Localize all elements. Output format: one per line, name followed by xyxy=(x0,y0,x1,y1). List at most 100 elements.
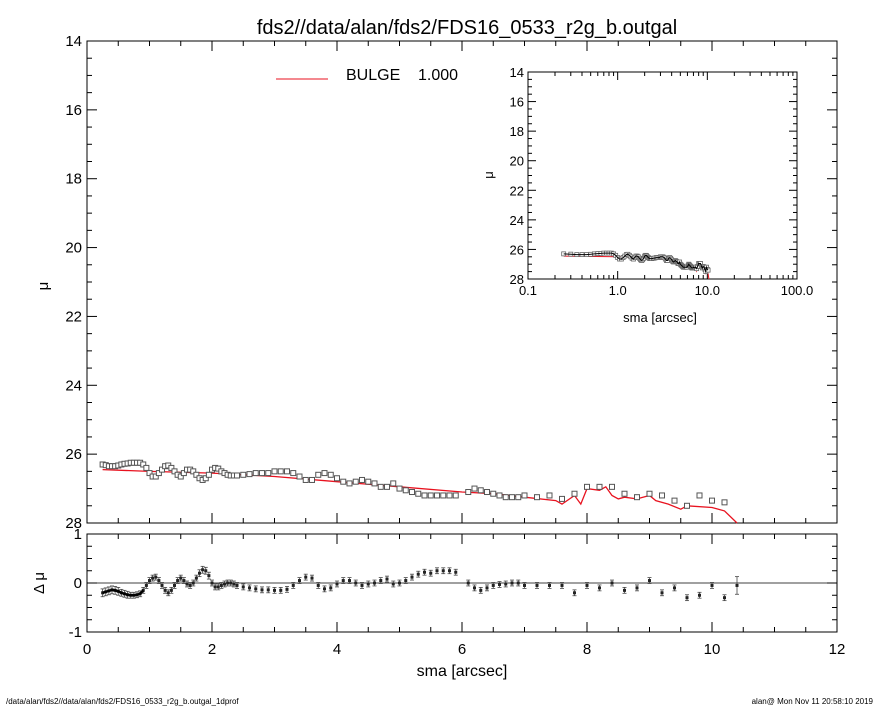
residual-ylabel: Δ μ xyxy=(31,572,48,594)
residual-marker xyxy=(169,588,173,592)
residual-point xyxy=(347,577,352,584)
residual-marker xyxy=(454,570,458,574)
residual-marker xyxy=(660,591,664,595)
legend-label: BULGE xyxy=(346,67,400,84)
data-point xyxy=(271,468,278,475)
residual-point xyxy=(503,580,508,588)
residual-marker xyxy=(485,586,489,590)
inset-data-points xyxy=(561,250,711,275)
residual-point xyxy=(522,582,527,589)
data-point xyxy=(409,489,415,496)
residual-point xyxy=(175,577,180,584)
residual-x-tick-label: 0 xyxy=(83,641,91,658)
residual-point xyxy=(278,587,283,594)
residual-marker xyxy=(398,581,401,585)
data-point xyxy=(584,483,590,490)
residual-point xyxy=(166,589,171,597)
residual-point xyxy=(635,584,639,592)
residual-y-tick-label: 1 xyxy=(74,526,82,543)
data-point xyxy=(146,470,153,477)
residual-point xyxy=(185,580,189,588)
inset-ylabel: μ xyxy=(481,171,496,179)
residual-marker xyxy=(204,569,208,573)
residual-marker xyxy=(176,579,180,583)
residual-point xyxy=(485,584,489,592)
main-y-tick-label: 28 xyxy=(65,515,82,532)
legend-value: 1.000 xyxy=(418,67,458,84)
residual-point xyxy=(516,579,521,587)
data-point xyxy=(471,485,478,492)
residual-point xyxy=(441,567,446,575)
residual-marker xyxy=(201,568,205,572)
residual-marker xyxy=(166,591,170,595)
residual-marker xyxy=(598,586,601,590)
data-point xyxy=(396,485,403,492)
residual-point xyxy=(247,584,252,592)
residual-marker xyxy=(241,585,245,589)
residual-point xyxy=(194,574,199,582)
residual-point xyxy=(231,580,236,588)
residual-marker xyxy=(548,583,551,587)
residual-marker xyxy=(491,583,495,587)
residual-point xyxy=(213,583,218,591)
residual-marker xyxy=(379,579,383,583)
data-point xyxy=(515,494,522,501)
data-point xyxy=(168,464,175,471)
residual-marker xyxy=(535,583,539,587)
residual-marker xyxy=(144,583,148,587)
residual-point xyxy=(410,573,414,581)
main-y-tick-label: 20 xyxy=(65,240,82,257)
data-point xyxy=(352,478,359,485)
residual-marker xyxy=(735,583,739,587)
data-points xyxy=(99,459,728,509)
legend: BULGE 1.000 xyxy=(276,67,458,84)
residual-point xyxy=(219,582,224,589)
residual-marker xyxy=(360,583,364,587)
data-point xyxy=(609,483,615,490)
data-point xyxy=(721,499,728,506)
data-point xyxy=(327,471,334,478)
residual-point xyxy=(535,582,539,589)
data-point xyxy=(621,490,628,497)
data-point xyxy=(452,492,459,499)
data-point xyxy=(296,473,303,480)
residual-point xyxy=(216,583,221,591)
data-point xyxy=(546,492,553,499)
residual-marker xyxy=(285,587,289,591)
residual-marker xyxy=(329,586,333,590)
inset-x-tick-label: 10.0 xyxy=(695,283,720,298)
residual-point xyxy=(266,586,271,594)
residual-point xyxy=(366,580,371,588)
residual-marker xyxy=(198,571,201,575)
residual-marker xyxy=(279,588,283,592)
residual-marker xyxy=(160,583,164,587)
residual-axes: 0 2 4 6 8 10 12-101 xyxy=(69,526,846,658)
main-panel: 14 16 18 20 22 24 26 28 μ BULGE 1.000 xyxy=(35,33,838,532)
data-point xyxy=(509,494,515,501)
residual-point xyxy=(647,577,652,584)
residual-x-tick-label: 4 xyxy=(333,641,341,658)
residual-marker xyxy=(291,583,295,587)
data-point xyxy=(696,492,703,499)
residual-marker xyxy=(710,583,714,587)
residual-y-tick-label: -1 xyxy=(69,624,82,641)
residual-point xyxy=(491,582,496,589)
residual-point xyxy=(353,579,358,587)
residual-marker xyxy=(573,591,576,595)
residual-marker xyxy=(423,570,426,574)
data-point xyxy=(334,475,340,482)
data-point xyxy=(309,476,315,483)
residual-marker xyxy=(479,588,483,592)
residual-point xyxy=(160,582,164,589)
main-ylabel: μ xyxy=(35,282,52,291)
data-point xyxy=(152,473,159,480)
data-point xyxy=(671,497,678,504)
residual-point xyxy=(169,587,174,594)
residual-point xyxy=(150,574,155,582)
inset-xlabel: sma [arcsec] xyxy=(623,310,697,325)
residual-marker xyxy=(341,579,345,583)
residual-point xyxy=(341,577,346,584)
residual-marker xyxy=(191,581,195,585)
residual-marker xyxy=(441,569,445,573)
residual-marker xyxy=(316,583,320,587)
